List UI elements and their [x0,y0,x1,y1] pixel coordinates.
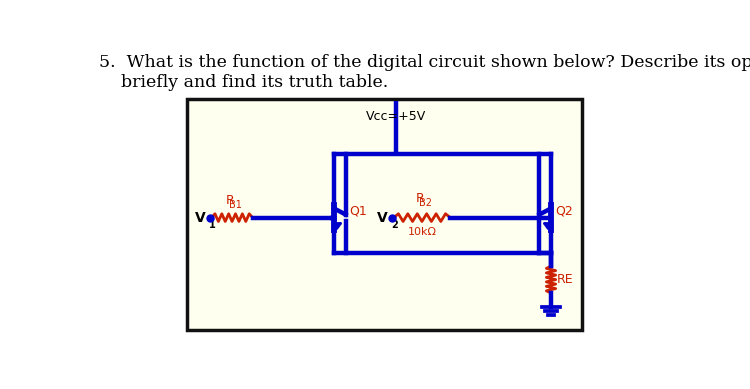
Text: Q1: Q1 [350,205,368,218]
Text: R: R [226,194,235,207]
Text: B2: B2 [419,198,431,209]
Text: Vcc=+5V: Vcc=+5V [366,110,426,123]
Text: R: R [416,192,424,205]
Text: 10kΩ: 10kΩ [407,227,436,237]
Text: 1: 1 [209,220,216,230]
Bar [187,99,582,330]
Text: V: V [194,210,206,224]
Text: 2: 2 [392,220,398,230]
Text: RE: RE [557,273,574,286]
Text: 5.  What is the function of the digital circuit shown below? Describe its operat: 5. What is the function of the digital c… [99,54,750,91]
Text: V: V [376,210,388,224]
Text: Q2: Q2 [555,205,573,218]
Text: B1: B1 [229,200,242,210]
